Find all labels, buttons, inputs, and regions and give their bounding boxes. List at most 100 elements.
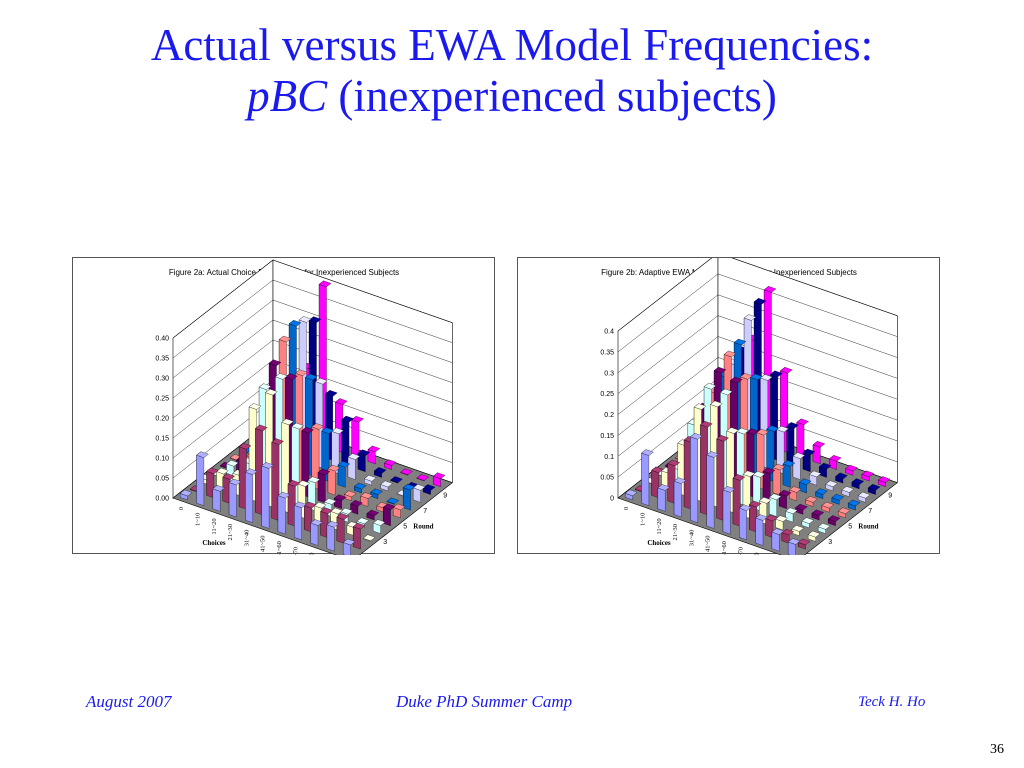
- bar: [261, 462, 274, 529]
- category-label: 31~40: [688, 530, 695, 547]
- bar: [641, 449, 654, 506]
- slide-title-rest: (inexperienced subjects): [327, 71, 777, 121]
- bar: [416, 474, 430, 482]
- category-label: 1~10: [639, 513, 646, 526]
- round-tick-label: 3: [383, 539, 387, 546]
- bar: [179, 489, 193, 501]
- bar: [281, 418, 294, 514]
- y-tick-label: 0.4: [604, 329, 614, 336]
- bar: [366, 509, 380, 521]
- bar: [795, 503, 808, 515]
- gridline: [617, 336, 898, 415]
- round-tick-label: 7: [423, 508, 427, 515]
- y-tick-label: 0.10: [155, 456, 169, 463]
- bar: [367, 445, 381, 465]
- gridline: [172, 359, 453, 439]
- bar: [271, 438, 284, 521]
- chart-actual-frequencies: Figure 2a: Actual Choice Frequencies for…: [155, 259, 453, 555]
- bar: [317, 468, 331, 504]
- bar: [798, 478, 812, 494]
- bar: [432, 472, 446, 488]
- bar: [386, 497, 400, 505]
- y-tick-label: 0.05: [155, 476, 169, 483]
- bar: [808, 470, 822, 486]
- bar: [837, 507, 851, 519]
- bar: [245, 468, 258, 524]
- y-tick-label: 0.15: [155, 436, 169, 443]
- category-label: 21~30: [672, 524, 679, 541]
- bar: [400, 468, 413, 476]
- bar: [828, 454, 842, 470]
- bars: [179, 280, 446, 555]
- bar: [346, 521, 360, 536]
- gridline: [617, 273, 898, 353]
- category-label: 11~20: [211, 518, 218, 534]
- bar: [353, 482, 367, 494]
- bar: [342, 538, 356, 555]
- bar: [787, 538, 801, 555]
- bar: [352, 522, 366, 550]
- bar: [821, 501, 835, 513]
- round-tick-label: 7: [868, 508, 872, 515]
- slide-title-line1: Actual versus EWA Model Frequencies:: [150, 20, 874, 70]
- bar: [370, 488, 383, 500]
- bar: [287, 479, 301, 527]
- bar: [372, 519, 386, 534]
- category-label: 41~50: [705, 535, 712, 552]
- bar: [277, 491, 291, 535]
- category-label: 61~70: [292, 547, 299, 555]
- bar: [390, 476, 403, 484]
- bar: [667, 459, 681, 504]
- footer-author: Teck H. Ho: [858, 694, 926, 710]
- bar: [755, 514, 768, 546]
- bar: [831, 493, 845, 505]
- bar: [347, 453, 361, 480]
- gridline: [172, 319, 453, 399]
- bar: [775, 515, 788, 531]
- bar: [690, 432, 703, 524]
- bar: [788, 486, 802, 502]
- bar: [857, 491, 871, 503]
- round-tick-label: 5: [403, 524, 407, 531]
- page-number: 36: [990, 742, 1004, 757]
- y-tick-label: 0.25: [600, 391, 614, 398]
- bar: [313, 501, 327, 525]
- x-axis-title: Choices: [647, 539, 671, 547]
- y-tick-label: 0.40: [155, 336, 169, 343]
- category-label: 31~40: [243, 530, 250, 547]
- bar: [196, 451, 209, 506]
- round-axis-title: Round: [413, 523, 433, 531]
- bar: [805, 495, 818, 507]
- bar: [811, 509, 825, 521]
- bar: [786, 422, 799, 467]
- chart-ewa-frequencies: Figure 2b: Adaptive EWA Model Frequencie…: [600, 258, 898, 555]
- bar: [350, 499, 363, 515]
- bar: [807, 530, 821, 542]
- category-label: 51~60: [721, 541, 728, 555]
- x-axis-title: Choices: [202, 539, 226, 547]
- y-tick-label: 0.25: [155, 396, 169, 403]
- bar: [827, 515, 841, 527]
- bar: [765, 514, 778, 539]
- bar: [337, 460, 351, 488]
- bar: [321, 427, 334, 482]
- round-tick-label: 9: [888, 492, 892, 499]
- bar: [861, 470, 875, 482]
- round-tick-label: 5: [848, 524, 852, 531]
- y-tick-label: 0.15: [600, 433, 614, 440]
- bar: [762, 467, 776, 504]
- bar: [380, 480, 393, 492]
- bar: [722, 486, 736, 535]
- bar: [817, 522, 831, 534]
- category-label: 0: [623, 507, 630, 510]
- y-tick-label: 0.2: [604, 412, 614, 419]
- bar: [422, 484, 436, 495]
- bar: [797, 538, 811, 550]
- bar: [293, 501, 307, 541]
- category-label: 11~20: [656, 518, 663, 534]
- gridline: [172, 279, 453, 359]
- gridline: [617, 258, 898, 332]
- footer-event: Duke PhD Summer Camp: [396, 692, 573, 711]
- bar: [212, 484, 226, 512]
- bar: [255, 424, 268, 516]
